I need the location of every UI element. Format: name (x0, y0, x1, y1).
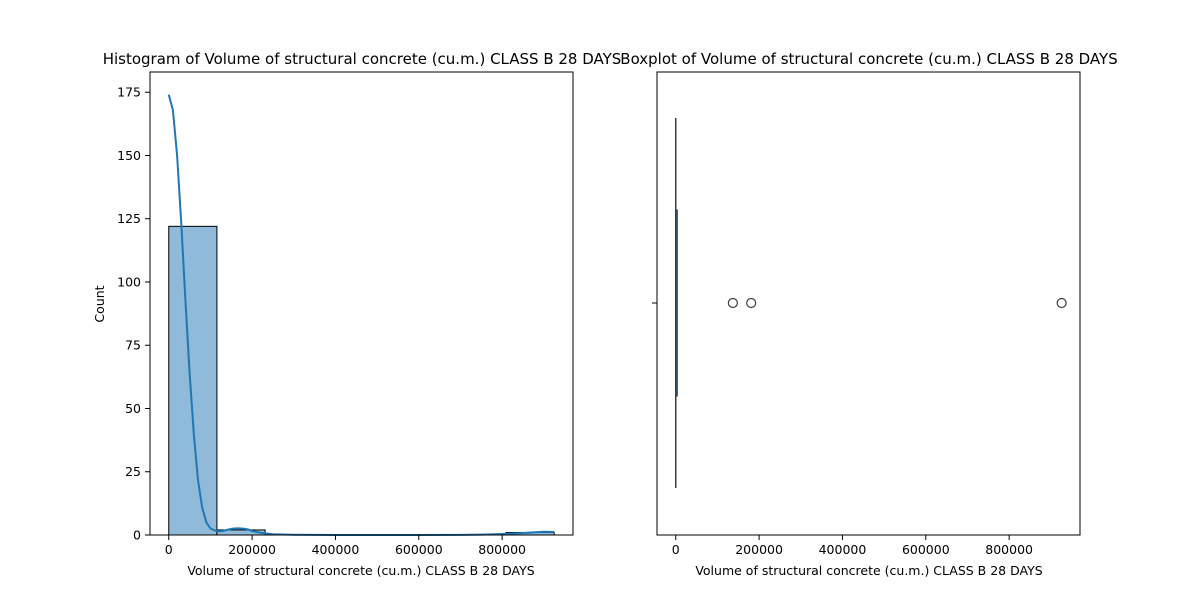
boxplot-outlier-1 (746, 297, 757, 309)
boxplot-x-tick-label: 200000 (735, 542, 783, 557)
boxplot-outlier-0 (727, 297, 738, 309)
histogram-y-tick-label: 175 (117, 85, 141, 100)
histogram-x-tick-label: 800000 (478, 542, 526, 557)
histogram-y-tick-label: 25 (125, 464, 141, 479)
histogram-x-tick-label: 600000 (395, 542, 443, 557)
boxplot-outlier-2 (1056, 297, 1067, 309)
histogram-y-tick-label: 100 (117, 274, 141, 289)
histogram-x-ticks: 0 200000 400000 600000 800000 (165, 535, 526, 557)
boxplot-x-label: Volume of structural concrete (cu.m.) CL… (695, 563, 1042, 578)
histogram-bars (168, 225, 555, 536)
histogram-x-tick-label: 0 (165, 542, 173, 557)
boxplot-axes-frame (656, 71, 1081, 536)
histogram-title: Histogram of Volume of structural concre… (103, 50, 622, 68)
histogram-x-label: Volume of structural concrete (cu.m.) CL… (187, 563, 534, 578)
histogram-axes-frame (149, 71, 574, 536)
histogram-x-tick-label: 200000 (228, 542, 276, 557)
boxplot-panel: Boxplot of Volume of structural concrete… (620, 50, 1117, 578)
histogram-y-tick-label: 150 (117, 148, 141, 163)
histogram-panel: Histogram of Volume of structural concre… (92, 50, 621, 578)
histogram-y-tick-label: 125 (117, 211, 141, 226)
histogram-kde-line (167, 94, 555, 536)
histogram-x-tick-label: 400000 (312, 542, 360, 557)
boxplot-x-tick-label: 0 (672, 542, 680, 557)
histogram-y-tick-label: 75 (125, 338, 141, 353)
histogram-y-tick-label: 50 (125, 401, 141, 416)
histogram-y-ticks: 0 25 50 75 100 125 150 175 (117, 85, 150, 543)
histogram-y-tick-label: 0 (133, 528, 141, 543)
boxplot-x-tick-label: 800000 (985, 542, 1033, 557)
boxplot-x-tick-label: 600000 (902, 542, 950, 557)
boxplot-x-tick-label: 400000 (819, 542, 867, 557)
boxplot-outliers (727, 297, 1067, 309)
boxplot-title: Boxplot of Volume of structural concrete… (620, 50, 1117, 68)
histogram-bar-0 (168, 225, 218, 536)
boxplot-box (675, 118, 678, 488)
boxplot-x-ticks: 0 200000 400000 600000 800000 (672, 535, 1033, 557)
histogram-y-label: Count (92, 285, 107, 322)
